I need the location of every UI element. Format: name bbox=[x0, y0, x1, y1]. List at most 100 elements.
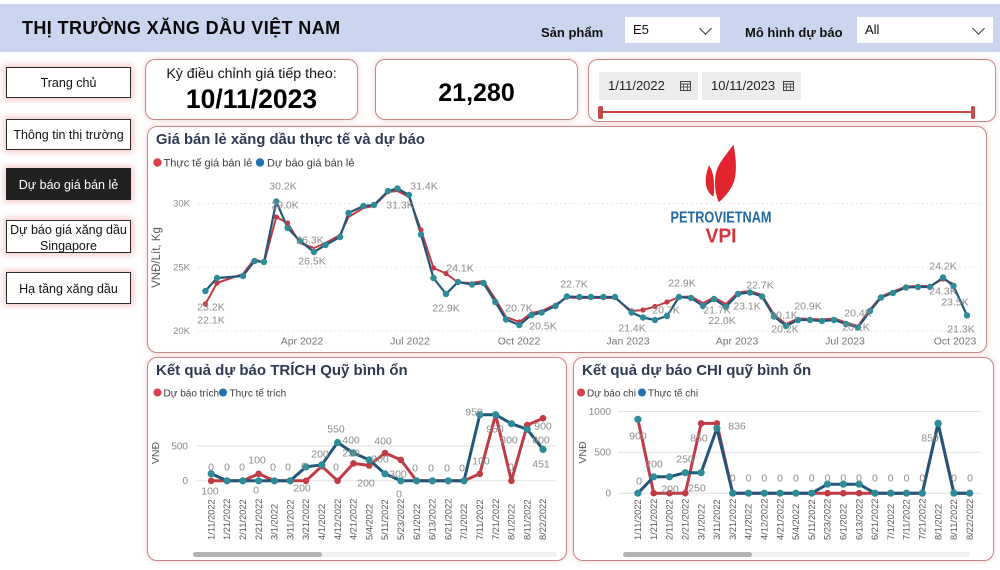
svg-text:8/1/2022: 8/1/2022 bbox=[933, 504, 943, 540]
svg-text:0: 0 bbox=[919, 473, 925, 485]
svg-text:Thực tế giá bán lẻ: Thực tế giá bán lẻ bbox=[164, 158, 253, 170]
svg-text:0: 0 bbox=[856, 473, 862, 485]
svg-text:25K: 25K bbox=[173, 263, 191, 274]
svg-text:20.9K: 20.9K bbox=[794, 301, 821, 313]
svg-text:6/13/2022: 6/13/2022 bbox=[854, 499, 864, 540]
svg-text:8/1/2022: 8/1/2022 bbox=[507, 504, 517, 540]
svg-text:Thực tế chi: Thực tế chi bbox=[648, 388, 698, 400]
svg-text:0: 0 bbox=[746, 473, 752, 485]
svg-text:4/1/2022: 4/1/2022 bbox=[744, 504, 754, 540]
svg-text:2/11/2022: 2/11/2022 bbox=[665, 499, 675, 540]
svg-text:900: 900 bbox=[534, 421, 552, 433]
svg-text:24.3K: 24.3K bbox=[929, 286, 956, 298]
svg-text:0: 0 bbox=[904, 473, 910, 485]
svg-text:24.1K: 24.1K bbox=[446, 263, 473, 275]
svg-text:200: 200 bbox=[357, 478, 375, 490]
svg-text:2/21/2022: 2/21/2022 bbox=[681, 499, 691, 540]
svg-text:5/11/2022: 5/11/2022 bbox=[807, 499, 817, 540]
svg-text:31.3K: 31.3K bbox=[386, 200, 413, 212]
svg-text:0: 0 bbox=[840, 473, 846, 485]
svg-text:451: 451 bbox=[532, 459, 550, 471]
svg-text:0: 0 bbox=[285, 462, 291, 474]
svg-text:2/11/2022: 2/11/2022 bbox=[238, 499, 248, 540]
svg-text:VNĐ/Lít, Kg: VNĐ/Lít, Kg bbox=[151, 227, 163, 288]
svg-text:8/11/2022: 8/11/2022 bbox=[522, 499, 532, 540]
svg-text:0: 0 bbox=[888, 473, 894, 485]
svg-text:Oct 2022: Oct 2022 bbox=[498, 336, 541, 348]
svg-text:VNĐ: VNĐ bbox=[150, 441, 162, 464]
svg-text:23.1K: 23.1K bbox=[733, 301, 760, 313]
svg-text:0: 0 bbox=[253, 485, 259, 497]
svg-text:850: 850 bbox=[690, 433, 708, 445]
svg-text:400: 400 bbox=[342, 435, 360, 447]
svg-text:23.2K: 23.2K bbox=[197, 302, 224, 314]
svg-text:0: 0 bbox=[428, 463, 434, 475]
svg-text:23.5K: 23.5K bbox=[941, 297, 968, 309]
svg-text:Apr 2022: Apr 2022 bbox=[281, 336, 324, 348]
svg-text:4/21/2022: 4/21/2022 bbox=[349, 499, 359, 540]
svg-text:Jul 2022: Jul 2022 bbox=[390, 336, 430, 348]
svg-text:20K: 20K bbox=[173, 326, 191, 337]
svg-text:100: 100 bbox=[201, 486, 219, 498]
svg-text:4/12/2022: 4/12/2022 bbox=[333, 499, 343, 540]
svg-text:20.2K: 20.2K bbox=[771, 324, 798, 336]
svg-text:500: 500 bbox=[171, 441, 188, 452]
svg-text:0: 0 bbox=[239, 462, 245, 474]
svg-text:PETROVIETNAM: PETROVIETNAM bbox=[671, 210, 772, 227]
svg-text:250: 250 bbox=[688, 483, 706, 495]
svg-text:0: 0 bbox=[208, 462, 214, 474]
svg-text:0: 0 bbox=[605, 489, 611, 500]
svg-text:0: 0 bbox=[777, 473, 783, 485]
svg-text:6/1/2022: 6/1/2022 bbox=[839, 504, 849, 540]
svg-text:850: 850 bbox=[921, 433, 939, 445]
svg-text:3/1/2022: 3/1/2022 bbox=[696, 504, 706, 540]
svg-text:950: 950 bbox=[465, 407, 483, 419]
svg-text:0: 0 bbox=[793, 473, 799, 485]
svg-text:200: 200 bbox=[293, 483, 311, 495]
svg-text:26.3K: 26.3K bbox=[296, 235, 323, 247]
svg-text:VPI: VPI bbox=[706, 226, 737, 248]
svg-text:7/1/2022: 7/1/2022 bbox=[459, 504, 469, 540]
svg-text:30K: 30K bbox=[173, 199, 191, 210]
svg-text:20.7K: 20.7K bbox=[652, 305, 679, 317]
svg-text:7/11/2022: 7/11/2022 bbox=[475, 499, 485, 540]
svg-text:29.0K: 29.0K bbox=[271, 200, 298, 212]
svg-text:22.0K: 22.0K bbox=[708, 315, 735, 327]
svg-text:250: 250 bbox=[676, 454, 694, 466]
svg-text:22.9K: 22.9K bbox=[668, 278, 695, 290]
svg-text:31.4K: 31.4K bbox=[410, 181, 437, 193]
svg-text:21.3K: 21.3K bbox=[947, 324, 974, 336]
svg-text:200: 200 bbox=[661, 484, 679, 496]
svg-text:0: 0 bbox=[412, 463, 418, 475]
svg-text:1/11/2022: 1/11/2022 bbox=[633, 499, 643, 540]
svg-text:950: 950 bbox=[486, 424, 504, 436]
svg-text:2/21/2022: 2/21/2022 bbox=[254, 499, 264, 540]
svg-text:5/23/2022: 5/23/2022 bbox=[823, 499, 833, 540]
svg-text:300: 300 bbox=[371, 454, 389, 466]
svg-text:1/21/2022: 1/21/2022 bbox=[649, 499, 659, 540]
svg-text:Apr 2023: Apr 2023 bbox=[716, 336, 759, 348]
svg-text:0: 0 bbox=[444, 463, 450, 475]
svg-text:0: 0 bbox=[730, 473, 736, 485]
svg-text:22.9K: 22.9K bbox=[432, 303, 459, 315]
svg-text:8/11/2022: 8/11/2022 bbox=[949, 499, 959, 540]
svg-text:800: 800 bbox=[500, 435, 518, 447]
svg-text:20.1K: 20.1K bbox=[770, 310, 797, 322]
svg-text:900: 900 bbox=[629, 431, 647, 443]
svg-text:Dự báo trích: Dự báo trích bbox=[164, 389, 220, 400]
svg-text:22.1K: 22.1K bbox=[197, 315, 224, 327]
svg-text:0: 0 bbox=[951, 473, 957, 485]
svg-text:7/21/2022: 7/21/2022 bbox=[491, 499, 501, 540]
svg-text:3/11/2022: 3/11/2022 bbox=[285, 499, 295, 540]
svg-text:0: 0 bbox=[459, 463, 465, 475]
svg-text:Oct 2023: Oct 2023 bbox=[934, 336, 977, 348]
svg-text:7/11/2022: 7/11/2022 bbox=[902, 499, 912, 540]
svg-text:30.2K: 30.2K bbox=[269, 181, 296, 193]
svg-text:20.5K: 20.5K bbox=[529, 321, 556, 333]
svg-text:5/4/2022: 5/4/2022 bbox=[791, 504, 801, 540]
svg-text:Dự báo chi: Dự báo chi bbox=[587, 389, 636, 400]
svg-text:400: 400 bbox=[374, 436, 392, 448]
svg-text:0: 0 bbox=[636, 476, 642, 488]
svg-text:6/21/2022: 6/21/2022 bbox=[443, 499, 453, 540]
svg-text:3/11/2022: 3/11/2022 bbox=[712, 499, 722, 540]
